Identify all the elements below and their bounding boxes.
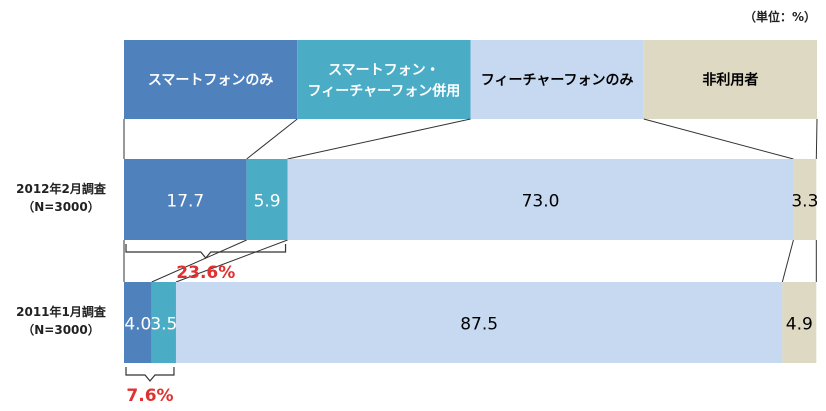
value-label-0-2: 73.0 (522, 192, 560, 212)
row-label-2011: 2011年1月調査 （N=3000） (2, 303, 120, 339)
legend-label-2: フィーチャーフォンのみ (481, 73, 634, 89)
rows-connector-3 (781, 239, 794, 283)
value-label-1-0: 4.0 (124, 315, 151, 335)
legend-label-line: フィーチャーフォン併用 (308, 83, 461, 100)
row-label-2012: 2012年2月調査 （N=3000） (2, 180, 120, 216)
bar-segment-0-0 (124, 159, 247, 240)
row-label-2011-title: 2011年1月調査 (16, 305, 106, 319)
bar-segment-1-1 (151, 282, 176, 363)
value-label-1-3: 4.9 (786, 315, 813, 335)
legend-label-line: スマートフォン・ (328, 63, 440, 79)
value-label-0-3: 3.3 (791, 192, 818, 212)
legend-label-line: フィーチャーフォンのみ (481, 73, 634, 89)
row-label-2012-n: （N=3000） (22, 200, 100, 214)
bracket-0 (125, 244, 287, 259)
bar-segment-1-2 (175, 282, 783, 363)
legend-label-line: スマートフォンのみ (148, 73, 274, 89)
legend-box-1 (297, 40, 471, 119)
header-connector-1 (246, 118, 298, 160)
value-label-1-2: 87.5 (460, 315, 498, 335)
legend-label-1: スマートフォン・フィーチャーフォン併用 (308, 63, 461, 100)
legend-label-0: スマートフォンのみ (148, 73, 274, 89)
row-label-2012-title: 2012年2月調査 (16, 182, 106, 196)
bar-segment-1-0 (124, 282, 152, 363)
bracket-total-0: 23.6% (176, 263, 235, 283)
row-label-2011-n: （N=3000） (22, 323, 100, 337)
unit-label: （単位：%） (743, 10, 816, 24)
legend-label-line: 非利用者 (702, 72, 758, 89)
bracket-1 (125, 367, 175, 382)
rows-connector-1 (151, 239, 247, 283)
legend-label-3: 非利用者 (702, 72, 758, 89)
bar-segment-0-1 (246, 159, 288, 240)
rows-connector-2 (175, 239, 288, 283)
header-connector-4 (815, 118, 818, 160)
bar-segment-0-3 (793, 159, 817, 240)
value-label-0-1: 5.9 (254, 192, 281, 212)
legend-box-3 (643, 40, 817, 119)
value-label-0-0: 17.7 (166, 192, 204, 212)
bar-segment-0-2 (287, 159, 794, 240)
value-label-1-1: 3.5 (150, 315, 177, 335)
legend-box-0 (124, 40, 298, 119)
header-connector-3 (643, 118, 794, 160)
bar-segment-1-3 (782, 282, 817, 363)
legend-box-2 (470, 40, 644, 119)
bracket-total-1: 7.6% (126, 386, 173, 406)
header-connector-2 (287, 118, 471, 160)
